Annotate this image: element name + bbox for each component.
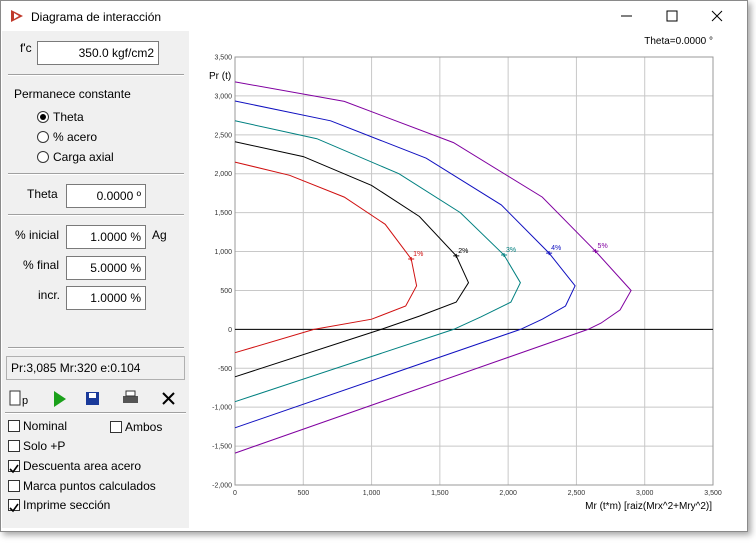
initial-label: % inicial: [15, 228, 60, 242]
chart: Theta=0.0000 ° Pr (t) Mr (t*m) [raiz(Mrx…: [209, 36, 722, 512]
theta-label: Theta: [27, 187, 58, 201]
x-tick-label: 3,000: [636, 490, 654, 497]
group-title: Permanece constante: [14, 87, 131, 101]
clear-icon[interactable]: [162, 392, 175, 405]
fc-label: f'c: [20, 41, 32, 55]
checkbox[interactable]: [8, 460, 20, 474]
toolbar: p: [9, 390, 175, 407]
separator: [8, 347, 184, 349]
curve-marker: [501, 253, 508, 258]
x-tick-label: 1,000: [363, 490, 381, 497]
separator: [5, 412, 186, 414]
preview-icon[interactable]: [9, 390, 21, 406]
y-tick-label: -2,000: [212, 483, 232, 490]
y-tick-label: 3,500: [214, 55, 232, 62]
curve-marker: [546, 251, 553, 256]
radio-dot: [40, 114, 46, 120]
y-tick-label: 1,500: [214, 210, 232, 217]
run-icon[interactable]: [54, 391, 66, 407]
maximize-button[interactable]: [666, 10, 678, 22]
curve: [234, 141, 470, 378]
checkbox[interactable]: [8, 420, 20, 432]
y-tick-label: 2,500: [214, 132, 232, 139]
check-mark: [9, 503, 19, 513]
y-tick-label: -1,000: [212, 405, 232, 412]
increment-label: incr.: [38, 288, 61, 302]
status-bar: Pr:3,085 Mr:320 e:0.104: [6, 356, 185, 380]
radio-button[interactable]: [37, 111, 49, 123]
separator: [8, 214, 184, 216]
window: Diagrama de interacción f'c 350.0 kgf/cm…: [0, 0, 748, 532]
y-tick-label: 500: [220, 288, 232, 295]
y-tick-label: 3,000: [214, 93, 232, 100]
checkbox[interactable]: [8, 440, 20, 452]
x-axis-title: Mr (t*m) [raiz(Mrx^2+Mry^2)]: [585, 501, 712, 512]
x-tick-label: 1,500: [431, 490, 449, 497]
checkbox[interactable]: [8, 480, 20, 492]
radio-label: Theta: [53, 110, 84, 124]
fc-input[interactable]: 350.0 kgf/cm2: [37, 41, 159, 65]
x-tick-label: 3,500: [704, 490, 722, 497]
separator: [8, 173, 184, 175]
final-input[interactable]: 5.0000 %: [66, 256, 146, 280]
checkbox-label: Marca puntos calculados: [23, 479, 156, 493]
y-axis-title: Pr (t): [209, 71, 231, 82]
checkbox[interactable]: [8, 499, 20, 513]
checkbox[interactable]: [110, 421, 122, 433]
checkbox-label: Imprime sección: [23, 498, 111, 512]
y-tick-label: -1,500: [212, 444, 232, 451]
app-icon: [11, 10, 23, 22]
x-tick-label: 500: [297, 490, 309, 497]
increment-input[interactable]: 1.0000 %: [66, 286, 146, 310]
checkbox-label: Ambos: [125, 420, 163, 434]
curve-label: 2%: [458, 248, 468, 255]
curve-label: 1%: [413, 251, 423, 258]
y-tick-label: 1,000: [214, 249, 232, 256]
curve-marker: [453, 253, 460, 258]
final-label: % final: [23, 258, 60, 272]
y-tick-label: 0: [228, 327, 232, 334]
chart-annotation: Theta=0.0000 °: [644, 36, 713, 47]
radio-label: Carga axial: [53, 150, 114, 164]
x-tick-label: 0: [233, 490, 237, 497]
y-tick-label: -500: [218, 366, 232, 373]
theta-input[interactable]: 0.0000 º: [66, 184, 146, 208]
checkbox-label: Descuenta area acero: [23, 459, 142, 473]
curve: [234, 81, 632, 454]
plot-frame: [234, 56, 714, 486]
y-tick-label: 2,000: [214, 171, 232, 178]
initial-input[interactable]: 1.0000 %: [66, 225, 146, 249]
separator: [8, 74, 184, 76]
x-tick-label: 2,500: [568, 490, 586, 497]
curve: [234, 120, 521, 403]
checkbox-label: Solo +P: [23, 439, 66, 453]
check-mark: [9, 464, 19, 474]
curve-label: 3%: [506, 247, 516, 254]
curve-marker: [408, 256, 415, 261]
checkbox-label: Nominal: [23, 419, 68, 433]
radio-button[interactable]: [37, 131, 49, 143]
curve: [234, 100, 576, 429]
radio-button[interactable]: [37, 151, 49, 163]
curve-marker: [592, 249, 599, 254]
x-tick-label: 2,000: [499, 490, 517, 497]
preview-label: p: [22, 395, 28, 407]
close-button[interactable]: [711, 10, 723, 22]
print-icon[interactable]: [123, 396, 138, 403]
radio-label: % acero: [53, 130, 98, 144]
side-panel: f'c 350.0 kgf/cm2 Permanece constante Th…: [2, 31, 189, 528]
window-controls[interactable]: [611, 5, 741, 27]
initial-unit: Ag: [152, 228, 167, 242]
curve-label: 5%: [598, 243, 608, 250]
curve: [234, 161, 418, 354]
curve-label: 4%: [551, 245, 561, 252]
window-title: Diagrama de interacción: [31, 10, 162, 24]
